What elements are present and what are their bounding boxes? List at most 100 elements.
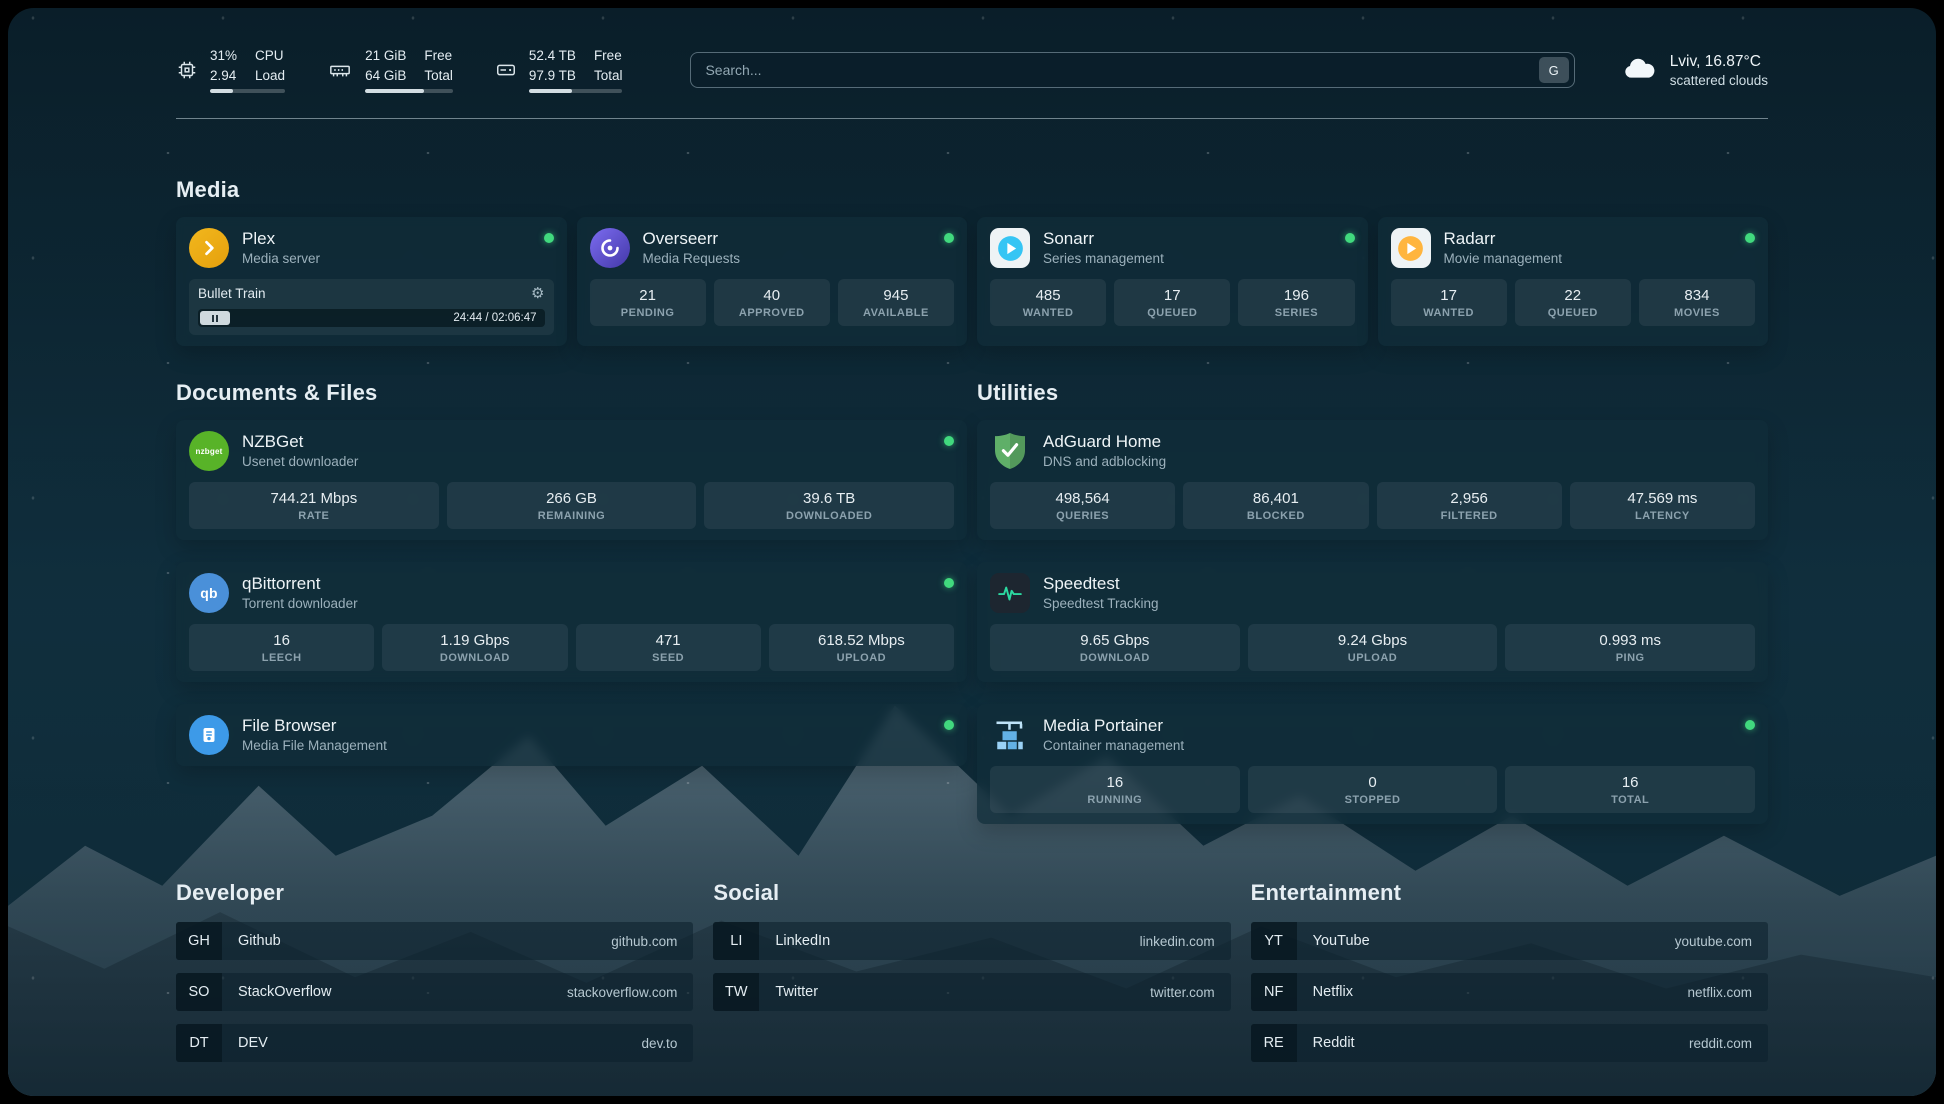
stat-value: 1.19 Gbps xyxy=(440,632,510,649)
bookmark-name: Github xyxy=(238,933,281,949)
service-card-speedtest[interactable]: Speedtest Speedtest Tracking 9.65 Gbps D… xyxy=(977,562,1768,682)
status-online-dot xyxy=(944,233,954,243)
adguard-shield-icon xyxy=(990,431,1030,471)
bookmark-yt[interactable]: YT YouTube youtube.com xyxy=(1250,922,1768,960)
stat-upload: 618.52 Mbps UPLOAD xyxy=(768,624,954,671)
sonarr-icon xyxy=(990,228,1030,268)
service-card-qbittorrent[interactable]: qb qBittorrent Torrent downloader 16 LEE… xyxy=(176,562,967,682)
service-card-adguard[interactable]: AdGuard Home DNS and adblocking 498,564 … xyxy=(977,420,1768,540)
stat-label: AVAILABLE xyxy=(863,307,929,319)
service-name: Speedtest xyxy=(1043,573,1120,593)
bookmark-so[interactable]: SO StackOverflow stackoverflow.com xyxy=(176,973,694,1011)
bookmark-abbr: LI xyxy=(713,922,760,960)
service-card-radarr[interactable]: Radarr Movie management 17 WANTED 22 QUE… xyxy=(1377,217,1768,346)
service-name: AdGuard Home xyxy=(1043,431,1162,451)
bookmark-li[interactable]: LI LinkedIn linkedin.com xyxy=(713,922,1231,960)
qbittorrent-icon: qb xyxy=(189,573,229,613)
metric-cpu: 31% 2.94 CPU Load xyxy=(176,47,286,94)
stat-label: SEED xyxy=(652,652,685,664)
dashboard-content: 31% 2.94 CPU Load 21 GiB 64 GiB Free xyxy=(8,8,1936,1096)
utilities-section: Utilities AdGuard Home DNS and adblockin… xyxy=(977,380,1768,824)
service-card-plex[interactable]: Plex Media server Bullet Train ⚙ 24:44 /… xyxy=(176,217,567,346)
stat-series: 196 SERIES xyxy=(1238,279,1355,326)
utilities-cards: AdGuard Home DNS and adblocking 498,564 … xyxy=(977,420,1768,824)
bookmark-url: twitter.com xyxy=(1150,984,1215,1000)
stats-row: 16 LEECH 1.19 Gbps DOWNLOAD 471 SEED 618… xyxy=(189,624,954,671)
status-online-dot xyxy=(944,720,954,730)
bookmark-abbr: DT xyxy=(176,1024,222,1062)
stat-value: 834 xyxy=(1684,287,1710,304)
stat-value: 17 xyxy=(1440,287,1457,304)
stat-seed: 471 SEED xyxy=(575,624,761,671)
service-name: NZBGet xyxy=(242,431,304,451)
bookmarks-grid: Developer GH Github github.com SO StackO… xyxy=(176,880,1768,1062)
media-seek-bar[interactable]: 24:44 / 02:06:47 xyxy=(198,309,545,327)
search-box[interactable]: G xyxy=(690,52,1575,88)
filebrowser-icon xyxy=(189,715,229,755)
bookmark-re[interactable]: RE Reddit reddit.com xyxy=(1250,1024,1768,1062)
bookmark-url: dev.to xyxy=(641,1035,678,1051)
stat-value: 498,564 xyxy=(1055,490,1110,507)
now-playing-title: Bullet Train xyxy=(198,286,266,301)
stat-value: 16 xyxy=(1621,774,1639,791)
stat-label: WANTED xyxy=(1423,307,1474,319)
stat-value: 945 xyxy=(883,287,909,304)
stat-value: 485 xyxy=(1035,287,1061,304)
bookmark-tw[interactable]: TW Twitter twitter.com xyxy=(713,973,1231,1011)
metric-value: 21 GiB xyxy=(365,47,407,63)
metric-label: Free xyxy=(593,47,622,63)
service-card-portainer[interactable]: Media Portainer Container management 16 … xyxy=(977,704,1768,824)
section-title-media: Media xyxy=(176,177,240,202)
stat-filtered: 2,956 FILTERED xyxy=(1376,482,1562,529)
gear-icon[interactable]: ⚙ xyxy=(531,285,545,302)
service-card-overseerr[interactable]: Overseerr Media Requests 21 PENDING 40 A… xyxy=(576,217,967,346)
service-description: Torrent downloader xyxy=(242,596,358,612)
stat-pending: 21 PENDING xyxy=(589,279,706,326)
service-card-filebrowser[interactable]: File Browser Media File Management xyxy=(176,704,967,766)
service-description: Media server xyxy=(242,251,321,267)
pause-button[interactable] xyxy=(200,311,230,325)
service-card-sonarr[interactable]: Sonarr Series management 485 WANTED 17 Q… xyxy=(977,217,1368,346)
bookmark-name: LinkedIn xyxy=(775,933,831,949)
radarr-icon xyxy=(1390,228,1431,268)
bookmark-abbr: YT xyxy=(1250,922,1297,960)
service-name: qBittorrent xyxy=(242,573,321,593)
stat-value: 47.569 ms xyxy=(1627,490,1698,507)
stat-label: WANTED xyxy=(1022,307,1074,319)
bookmark-gh[interactable]: GH Github github.com xyxy=(176,922,694,960)
stat-value: 196 xyxy=(1283,287,1309,304)
status-online-dot xyxy=(944,436,954,446)
stat-value: 16 xyxy=(273,632,290,649)
stat-label: DOWNLOAD xyxy=(1079,652,1150,664)
metric-value: 31% xyxy=(210,47,238,63)
bookmark-column-social: Social LI LinkedIn linkedin.com TW Twitt… xyxy=(713,880,1231,1062)
stat-available: 945 AVAILABLE xyxy=(837,279,955,326)
stat-movies: 834 MOVIES xyxy=(1638,279,1756,326)
bookmark-url: github.com xyxy=(611,933,678,949)
bookmark-abbr: RE xyxy=(1250,1024,1297,1062)
stat-label: FILTERED xyxy=(1440,510,1498,522)
service-card-nzbget[interactable]: nzbget NZBGet Usenet downloader 744.21 M… xyxy=(176,420,967,540)
search-provider-key[interactable]: G xyxy=(1538,57,1569,83)
section-title: Developer xyxy=(176,880,285,905)
documents-cards: nzbget NZBGet Usenet downloader 744.21 M… xyxy=(176,420,967,766)
service-name: Media Portainer xyxy=(1043,715,1164,735)
metric-label: Free xyxy=(424,47,453,63)
search-input[interactable] xyxy=(705,62,1539,78)
stats-row: 485 WANTED 17 QUEUED 196 SERIES xyxy=(990,279,1355,326)
topbar-divider xyxy=(176,118,1768,119)
weather-condition: scattered clouds xyxy=(1669,72,1768,88)
stat-remaining: 266 GB REMAINING xyxy=(446,482,697,529)
bookmark-nf[interactable]: NF Netflix netflix.com xyxy=(1250,973,1768,1011)
stat-approved: 40 APPROVED xyxy=(713,279,830,326)
stats-row: 9.65 Gbps DOWNLOAD 9.24 Gbps UPLOAD 0.99… xyxy=(990,624,1756,671)
bookmark-name: Reddit xyxy=(1312,1035,1355,1051)
bookmark-dt[interactable]: DT DEV dev.to xyxy=(176,1024,694,1062)
now-playing-panel: Bullet Train ⚙ 24:44 / 02:06:47 xyxy=(189,279,554,335)
stats-row: 744.21 Mbps RATE 266 GB REMAINING 39.6 T… xyxy=(189,482,955,529)
bookmark-url: reddit.com xyxy=(1688,1035,1752,1051)
service-name: Sonarr xyxy=(1043,228,1095,248)
stat-value: 9.24 Gbps xyxy=(1337,632,1408,649)
system-metrics: 31% 2.94 CPU Load 21 GiB 64 GiB Free xyxy=(176,47,664,94)
